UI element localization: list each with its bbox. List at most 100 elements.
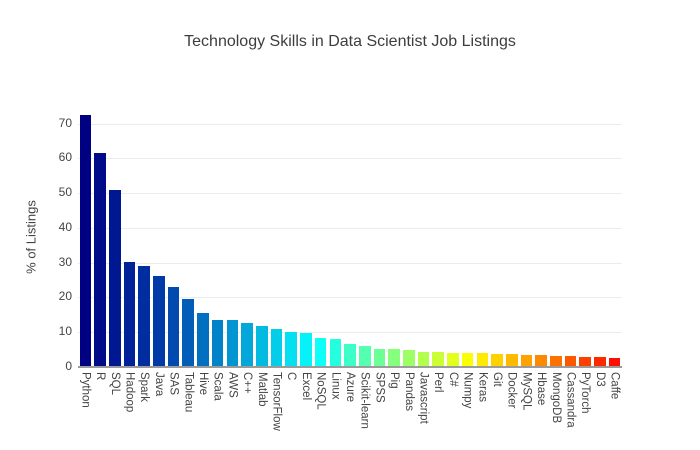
bar-slot [284,108,299,367]
bar-slot [490,108,505,367]
x-tick-label: Scala [211,372,224,401]
x-tick-label: Java [152,372,165,397]
x-tick-label: Keras [476,372,489,403]
bar-c[interactable] [285,331,297,367]
bar-slot [225,108,240,367]
bar-slot [578,108,593,367]
bar-tableau[interactable] [182,299,195,367]
bar-slot [107,108,122,367]
x-tick-label: Perl [432,372,445,393]
y-tick-label: 10 [58,324,72,339]
bar-linux[interactable] [329,338,342,367]
bar-slot [240,108,255,367]
x-tick-label: Hadoop [123,372,136,413]
bar-slot [313,108,328,367]
bar-sas[interactable] [167,287,180,367]
x-tick-label: TensorFlow [270,372,283,431]
bar-python[interactable] [79,114,92,367]
x-tick-label: SQL [108,372,121,396]
x-tick-label: Caffe [608,372,621,400]
gridline [78,297,622,299]
bar-r[interactable] [94,153,106,367]
bar-slot [372,108,387,367]
bar-javascript[interactable] [417,351,430,367]
x-tick-label: AWS [226,372,239,398]
bar-numpy[interactable] [461,353,474,367]
x-tick-label: R [94,372,107,381]
bar-scala[interactable] [211,319,224,367]
bar-scikit-learn[interactable] [358,346,371,367]
bar-keras[interactable] [476,353,489,367]
x-tick-label: NoSQL [314,372,327,410]
x-tick-label: Excel [299,372,312,401]
bar-spss[interactable] [373,348,386,367]
bar-slot [504,108,519,367]
bar-git[interactable] [491,353,503,367]
bar-slot [254,108,269,367]
x-tick-labels: Python R SQL Hadoop Spark Java SAS Tableau Hive S… [78,372,622,450]
bar-azure[interactable] [344,344,356,367]
x-tick-label: Linux [329,372,342,400]
bar-cassandra[interactable] [564,356,577,367]
bar-slot [181,108,196,367]
y-tick-label: 60 [58,150,72,165]
gridline [78,193,622,195]
bar-hbase[interactable] [535,355,547,367]
bar-nosql[interactable] [314,338,327,367]
bar-slot [431,108,446,367]
bar-aws[interactable] [226,320,239,367]
x-tick-label: Hbase [535,372,548,406]
bar-d3[interactable] [594,357,606,367]
bar-slot [401,108,416,367]
bar-slot [475,108,490,367]
bar-slot [93,108,108,367]
bar-pytorch[interactable] [579,356,592,367]
y-tick-label: 30 [58,254,72,269]
bar-matlab[interactable] [255,325,268,367]
bar-slot [343,108,358,367]
x-axis-line [78,366,622,368]
bar-slot [137,108,152,367]
gridline [78,227,622,229]
y-tick-label: 0 [65,359,72,373]
bar-caffe[interactable] [608,357,621,367]
bar-mysql[interactable] [520,354,533,367]
bar-java[interactable] [153,275,165,367]
x-tick-label: D3 [593,372,606,387]
x-tick-label: SAS [167,372,180,396]
x-tick-label: Pandas [402,372,415,412]
bar-slot [210,108,225,367]
bar-spark[interactable] [138,266,150,367]
bar-slot [416,108,431,367]
bar-c-[interactable] [447,352,459,367]
bar-hadoop[interactable] [123,262,136,367]
bar-slot [122,108,137,367]
bar-hive[interactable] [197,313,209,367]
bar-excel[interactable] [300,332,312,367]
bars-layer [78,108,622,367]
bar-c-[interactable] [241,322,253,367]
x-tick-label: Numpy [461,372,474,409]
y-tick-label: 70 [58,115,72,130]
bar-slot [166,108,181,367]
bar-pig[interactable] [388,349,400,367]
bar-slot [299,108,314,367]
bar-slot [519,108,534,367]
gridline [78,332,622,334]
bar-perl[interactable] [432,352,445,367]
x-tick-label: Git [491,372,504,387]
bar-sql[interactable] [108,189,121,367]
plot-area [78,108,622,367]
bar-slot [328,108,343,367]
x-tick-label: SPSS [373,372,386,403]
bar-pandas[interactable] [403,349,415,367]
bar-mongodb[interactable] [550,355,562,367]
gridline [78,123,622,125]
bar-slot [563,108,578,367]
bar-slot [78,108,93,367]
bar-slot [460,108,475,367]
bar-tensorflow[interactable] [270,329,283,367]
x-tick-label: C# [446,372,459,387]
bar-docker[interactable] [505,354,518,367]
